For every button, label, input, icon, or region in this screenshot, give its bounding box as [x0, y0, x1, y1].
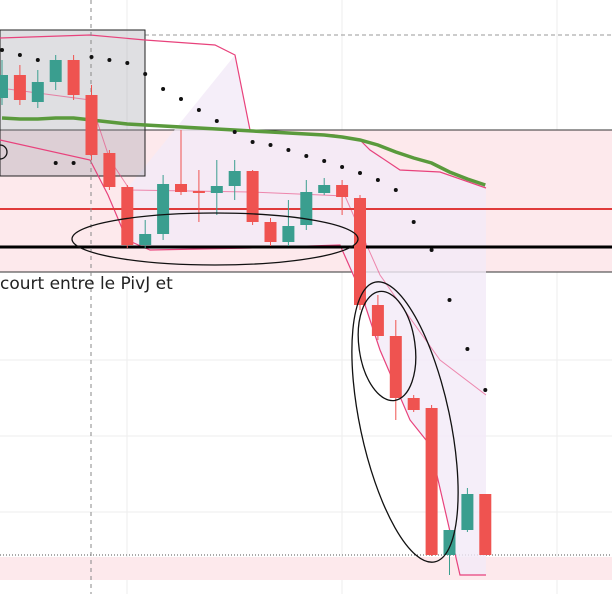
candle-body	[300, 192, 313, 225]
sar-dot	[17, 53, 22, 57]
candle-body	[318, 185, 331, 193]
candle-body	[371, 305, 384, 336]
candle-body	[85, 95, 98, 155]
sar-dot	[375, 178, 380, 182]
ellipse	[351, 281, 459, 563]
sar-dot	[53, 161, 58, 165]
sar-dot	[71, 161, 76, 165]
candle-body	[443, 530, 456, 555]
sar-dot	[179, 97, 183, 101]
candle-body	[67, 60, 80, 95]
candle-body	[461, 494, 474, 530]
candle-body	[0, 75, 8, 98]
sar-dot	[35, 58, 40, 62]
candle-body	[192, 191, 205, 193]
sar-dot	[286, 148, 291, 152]
candle-body	[175, 184, 187, 192]
candle-body	[425, 408, 438, 555]
marks	[0, 48, 492, 575]
zone	[0, 557, 612, 580]
sar-dot	[107, 58, 112, 62]
sar-dot	[250, 140, 255, 144]
sar-dot	[429, 248, 434, 252]
ellipse	[71, 212, 359, 266]
sar-dot	[393, 188, 398, 192]
sar-dot	[322, 159, 327, 163]
sar-dot	[0, 48, 4, 52]
sar-dot	[447, 298, 452, 302]
sar-dot	[214, 119, 219, 123]
sar-dot	[161, 87, 166, 91]
candle-body	[354, 198, 366, 305]
sar-dot	[232, 130, 237, 134]
candle-body	[228, 171, 241, 186]
candle-body	[49, 60, 62, 82]
candle-body	[246, 171, 259, 222]
candle-body	[407, 398, 420, 410]
candle-body	[121, 187, 134, 245]
candle-body	[103, 153, 116, 187]
candle-body	[210, 186, 223, 193]
ellipse	[357, 290, 417, 402]
sar-dot	[304, 154, 309, 158]
sar-dot	[268, 143, 273, 147]
sar-dot	[340, 165, 345, 169]
sar-dot	[143, 72, 148, 76]
sar-dot	[196, 108, 201, 112]
sar-dot	[465, 347, 470, 351]
candle-body	[336, 185, 349, 197]
moving-average	[1, 116, 486, 187]
drawings	[0, 144, 459, 563]
range-box	[0, 29, 146, 177]
sar-dot	[358, 171, 362, 175]
sar-dot	[89, 55, 94, 59]
candle-body	[389, 336, 402, 398]
candle-body	[157, 184, 170, 234]
candle-body	[264, 222, 277, 242]
arc	[0, 144, 8, 160]
candle-body	[139, 234, 152, 245]
candle-body	[479, 494, 492, 555]
sar-dot	[125, 61, 130, 65]
candle-body	[31, 82, 44, 102]
candle-body	[13, 75, 26, 100]
candle-body	[282, 226, 295, 242]
annotation: court entre le PivJ et	[0, 274, 173, 294]
sar-dot	[411, 220, 416, 224]
sar-dot	[483, 388, 488, 392]
